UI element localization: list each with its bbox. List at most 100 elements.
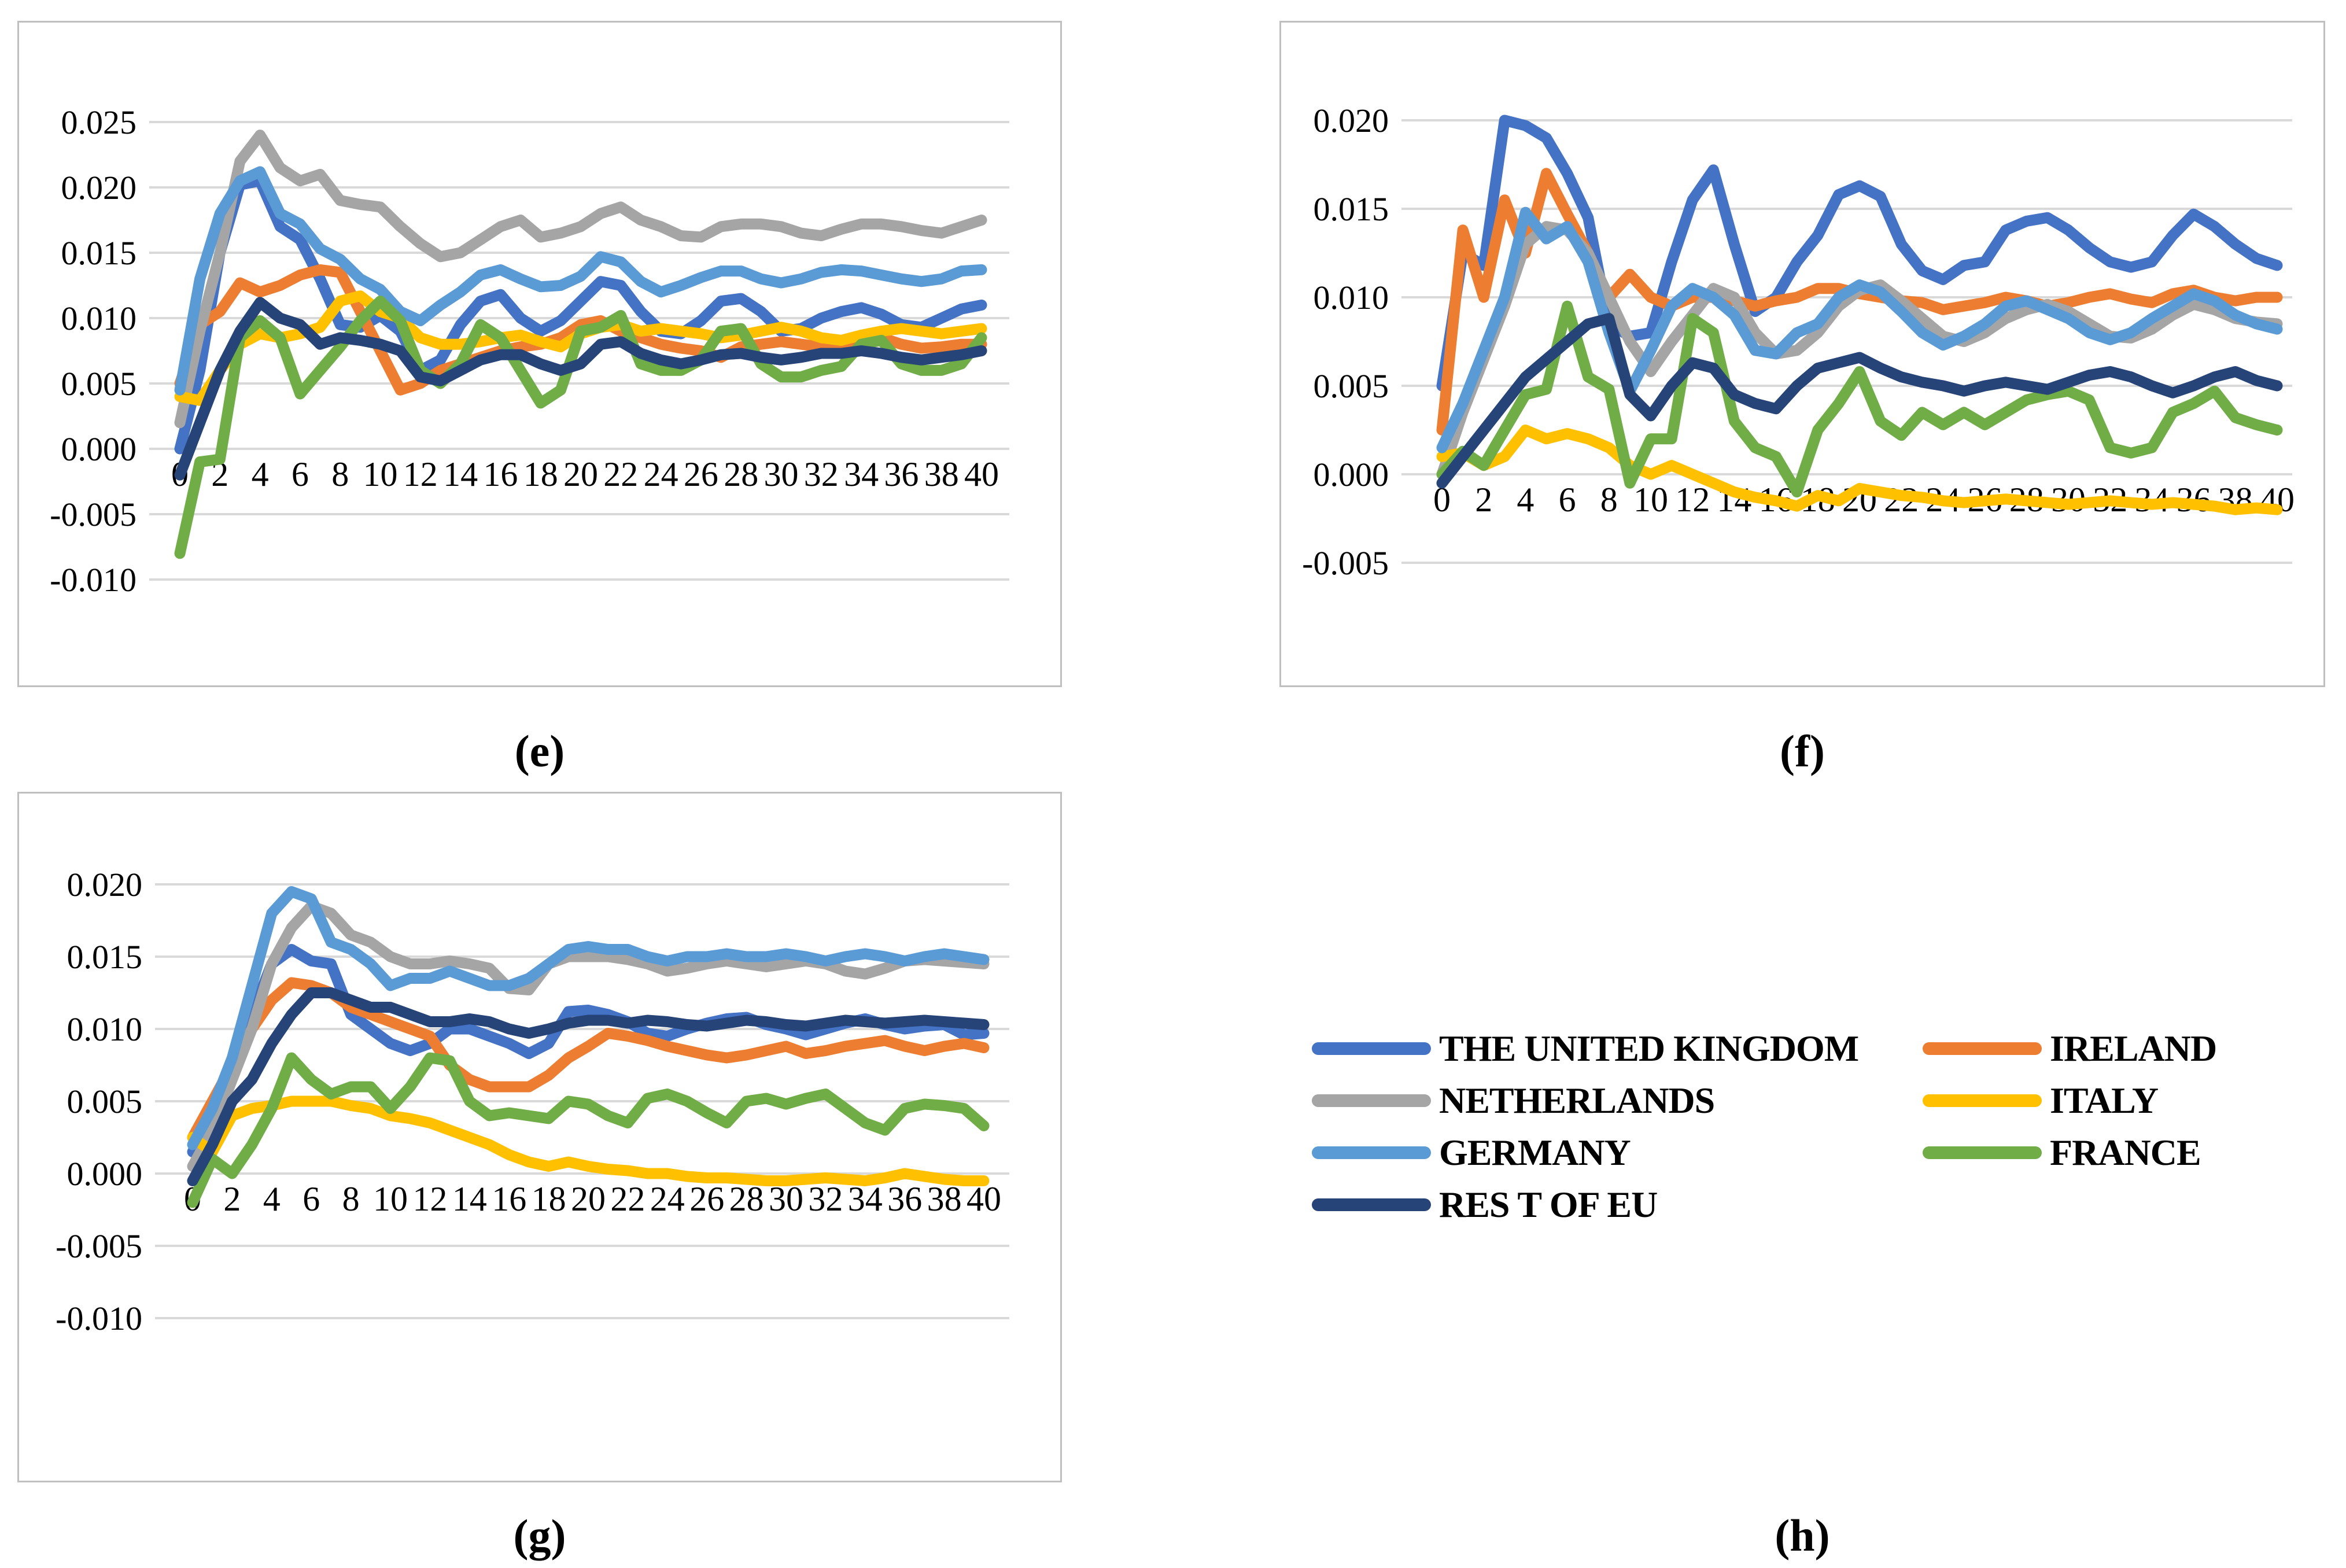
- x-tick-label: 26: [684, 455, 718, 493]
- x-tick-label: 28: [724, 455, 758, 493]
- legend-line-sample-ireland: [1923, 1042, 2042, 1055]
- y-tick-label: 0.015: [1314, 190, 1389, 228]
- x-tick-label: 26: [689, 1180, 724, 1218]
- y-tick-label: 0.010: [61, 300, 137, 337]
- x-tick-label: 8: [1600, 481, 1618, 519]
- y-tick-label: 0.000: [67, 1155, 143, 1193]
- x-tick-label: 8: [342, 1180, 360, 1218]
- x-tick-label: 24: [650, 1180, 685, 1218]
- x-tick-label: 8: [331, 455, 349, 493]
- x-tick-label: 24: [644, 455, 678, 493]
- x-tick-label: 36: [887, 1180, 922, 1218]
- series-line-netherlands: [174, 130, 987, 429]
- y-tick-label: 0.010: [1314, 279, 1389, 316]
- x-tick-label: 22: [610, 1180, 645, 1218]
- x-tick-label: 38: [924, 455, 959, 493]
- y-tick-label: 0.015: [67, 938, 143, 976]
- y-tick-label: 0.005: [67, 1083, 143, 1120]
- y-tick-label: 0.010: [67, 1010, 143, 1048]
- series-line-germany: [174, 166, 987, 396]
- y-tick-label: 0.000: [61, 430, 137, 468]
- legend-item-uk: THE UNITED KINGDOM: [1312, 1028, 1859, 1069]
- series-line-france: [1436, 300, 2283, 498]
- y-tick-label: -0.005: [1302, 544, 1389, 582]
- y-tick-label: 0.015: [61, 234, 137, 272]
- x-tick-label: 10: [1633, 481, 1668, 519]
- legend-line-sample-germany: [1312, 1146, 1431, 1159]
- legend-line-sample-italy: [1923, 1094, 2042, 1107]
- y-tick-label: 0.020: [67, 866, 143, 903]
- x-tick-label: 10: [363, 455, 398, 493]
- series-line-resteu: [187, 987, 990, 1186]
- x-tick-label: 34: [844, 455, 879, 493]
- x-tick-label: 10: [373, 1180, 408, 1218]
- caption-e: (e): [514, 726, 565, 776]
- x-tick-label: 14: [452, 1180, 487, 1218]
- series-line-france: [187, 1052, 990, 1208]
- x-tick-label: 12: [1675, 481, 1710, 519]
- series-line-uk: [1436, 115, 2283, 392]
- y-tick-label: -0.010: [50, 561, 137, 599]
- series-line-germany: [1436, 206, 2283, 453]
- x-tick-label: 2: [223, 1180, 241, 1218]
- series-line-italy: [187, 1095, 990, 1186]
- x-tick-label: 30: [764, 455, 799, 493]
- caption-h: (h): [1775, 1510, 1830, 1560]
- series-line-germany: [187, 886, 990, 1150]
- x-tick-label: 16: [492, 1180, 526, 1218]
- y-tick-label: -0.005: [56, 1227, 142, 1265]
- legend-line-sample-france: [1923, 1146, 2042, 1159]
- y-tick-label: 0.000: [1314, 456, 1389, 493]
- chart-panel-e: 0.025 0.020 0.015 0.010 0.005 0.000 -0.005 -0.0…: [17, 21, 1062, 687]
- x-tick-label: 36: [884, 455, 919, 493]
- x-tick-label: 2: [1475, 481, 1492, 519]
- legend-item-netherlands: NETHERLANDS: [1312, 1080, 1715, 1121]
- legend-item-france: FRANCE: [1923, 1132, 2201, 1174]
- x-tick-label: 32: [804, 455, 839, 493]
- x-tick-label: 6: [1559, 481, 1576, 519]
- caption-f: (f): [1780, 726, 1825, 776]
- series-line-netherlands: [187, 901, 990, 1172]
- legend-label-germany: GERMANY: [1439, 1132, 1631, 1173]
- legend-item-resteu: RES T OF EU: [1312, 1184, 1658, 1226]
- legend-label-ireland: IRELAND: [2050, 1028, 2217, 1069]
- x-tick-label: 34: [848, 1180, 883, 1218]
- y-tick-label: 0.020: [1314, 102, 1389, 139]
- legend-label-netherlands: NETHERLANDS: [1439, 1080, 1715, 1121]
- legend-item-italy: ITALY: [1923, 1080, 2159, 1121]
- x-tick-label: 6: [303, 1180, 320, 1218]
- y-tick-label: 0.005: [61, 365, 137, 403]
- series-line-italy: [1436, 425, 2283, 515]
- x-tick-label: 6: [292, 455, 309, 493]
- chart-panel-g: 0.020 0.015 0.010 0.005 0.000 -0.005 -0.010 0 2 4…: [17, 792, 1062, 1482]
- y-tick-label: 0.020: [61, 169, 137, 206]
- chart-e-svg: 0.025 0.020 0.015 0.010 0.005 0.000 -0.005 -0.0…: [50, 104, 1009, 599]
- series-line-france: [174, 296, 987, 559]
- series-line-resteu: [174, 297, 987, 481]
- legend-line-sample-uk: [1312, 1042, 1431, 1055]
- x-tick-label: 22: [603, 455, 638, 493]
- legend-item-ireland: IRELAND: [1923, 1028, 2217, 1069]
- x-tick-label: 20: [571, 1180, 606, 1218]
- legend-line-sample-resteu: [1312, 1198, 1431, 1211]
- y-tick-label: -0.010: [56, 1300, 142, 1337]
- x-tick-label: 14: [443, 455, 478, 493]
- x-tick-label: 16: [483, 455, 518, 493]
- legend-label-france: FRANCE: [2050, 1132, 2201, 1173]
- x-tick-label: 18: [532, 1180, 566, 1218]
- y-tick-label: 0.005: [1314, 367, 1389, 405]
- legend-item-germany: GERMANY: [1312, 1132, 1631, 1174]
- legend-label-uk: THE UNITED KINGDOM: [1439, 1028, 1859, 1069]
- series-line-resteu: [1436, 313, 2283, 489]
- y-tick-label: 0.025: [61, 104, 137, 141]
- x-tick-label: 38: [927, 1180, 962, 1218]
- legend-line-sample-netherlands: [1312, 1094, 1431, 1107]
- legend-label-resteu: RES T OF EU: [1439, 1184, 1658, 1225]
- x-tick-label: 20: [563, 455, 598, 493]
- x-tick-label: 18: [523, 455, 558, 493]
- x-tick-label: 4: [1517, 481, 1534, 519]
- chart-panel-f: 0.020 0.015 0.010 0.005 0.000 -0.005 0 2 4 6 8 10 12…: [1279, 21, 2325, 687]
- x-tick-label: 12: [403, 455, 438, 493]
- x-tick-label: 32: [808, 1180, 843, 1218]
